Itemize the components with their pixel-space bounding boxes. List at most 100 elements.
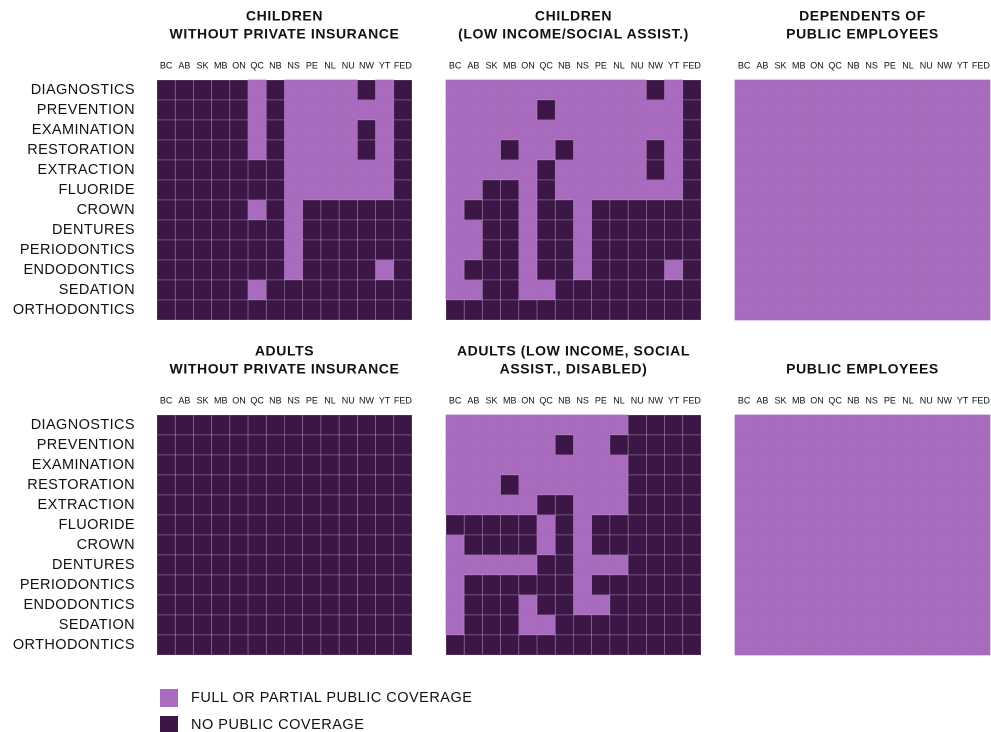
cell bbox=[211, 634, 231, 656]
cell bbox=[302, 594, 322, 616]
cell bbox=[935, 239, 954, 261]
column-label: AB bbox=[756, 60, 768, 70]
cell bbox=[752, 79, 772, 101]
cell bbox=[627, 179, 647, 201]
cell bbox=[898, 554, 918, 576]
cell bbox=[174, 259, 194, 281]
cell bbox=[935, 434, 954, 456]
cell bbox=[265, 279, 285, 301]
cell bbox=[734, 474, 754, 496]
column-label: AB bbox=[178, 395, 190, 405]
cell bbox=[807, 434, 827, 456]
cell bbox=[338, 454, 358, 476]
cell bbox=[500, 259, 520, 281]
cell bbox=[393, 534, 413, 556]
cell bbox=[265, 199, 285, 221]
cell bbox=[554, 434, 574, 456]
panel-title: ADULTS (LOW INCOME, SOCIAL bbox=[457, 343, 690, 359]
cell bbox=[320, 634, 340, 656]
cell bbox=[627, 634, 647, 656]
cell bbox=[302, 494, 322, 516]
cell bbox=[953, 514, 973, 536]
column-label: YT bbox=[379, 60, 391, 70]
cell bbox=[682, 434, 702, 456]
cell bbox=[193, 259, 212, 281]
cell bbox=[265, 159, 285, 181]
cell bbox=[229, 414, 249, 436]
cell bbox=[843, 634, 863, 656]
cell bbox=[482, 474, 501, 496]
cell bbox=[646, 634, 665, 656]
cell bbox=[880, 574, 900, 596]
cell bbox=[174, 474, 194, 496]
cell bbox=[971, 139, 991, 161]
cell bbox=[627, 514, 647, 536]
row-label: CROWN bbox=[77, 202, 135, 218]
cell bbox=[862, 454, 882, 476]
cell bbox=[862, 299, 882, 321]
cell bbox=[174, 179, 194, 201]
cell bbox=[536, 554, 556, 576]
cell bbox=[682, 159, 702, 181]
cell bbox=[247, 574, 267, 596]
cell bbox=[771, 594, 790, 616]
cell bbox=[591, 199, 611, 221]
cell bbox=[734, 199, 754, 221]
cell bbox=[518, 554, 538, 576]
cell bbox=[916, 474, 936, 496]
cell bbox=[898, 434, 918, 456]
cell bbox=[357, 454, 376, 476]
cell bbox=[357, 99, 376, 121]
cell bbox=[463, 494, 483, 516]
cell bbox=[880, 239, 900, 261]
cell bbox=[193, 534, 212, 556]
cell bbox=[247, 159, 267, 181]
cell bbox=[682, 594, 702, 616]
row-label: DENTURES bbox=[52, 557, 135, 573]
cell bbox=[536, 614, 556, 636]
column-label: NS bbox=[287, 60, 300, 70]
cell bbox=[393, 259, 413, 281]
cell bbox=[247, 219, 267, 241]
cell bbox=[789, 219, 809, 241]
cell bbox=[463, 434, 483, 456]
cell bbox=[627, 139, 647, 161]
row-label: ENDODONTICS bbox=[23, 262, 135, 278]
cell bbox=[771, 139, 790, 161]
cell bbox=[500, 514, 520, 536]
cell bbox=[609, 454, 629, 476]
cell bbox=[898, 219, 918, 241]
cell bbox=[500, 454, 520, 476]
cell bbox=[609, 119, 629, 141]
cell bbox=[357, 279, 376, 301]
cell bbox=[953, 634, 973, 656]
cell bbox=[500, 634, 520, 656]
cell bbox=[375, 99, 395, 121]
cell bbox=[771, 614, 790, 636]
cell bbox=[734, 299, 754, 321]
cell bbox=[591, 474, 611, 496]
cell bbox=[393, 454, 413, 476]
cell bbox=[357, 494, 376, 516]
cell bbox=[284, 99, 304, 121]
cell bbox=[862, 99, 882, 121]
cell bbox=[357, 514, 376, 536]
column-label: YT bbox=[379, 395, 391, 405]
cell bbox=[898, 634, 918, 656]
cell bbox=[609, 534, 629, 556]
cell bbox=[518, 534, 538, 556]
cell bbox=[320, 554, 340, 576]
cell bbox=[935, 514, 954, 536]
cell bbox=[193, 179, 212, 201]
row-label: DENTURES bbox=[52, 222, 135, 238]
cell bbox=[302, 119, 322, 141]
column-label: NB bbox=[558, 395, 571, 405]
column-label: SK bbox=[197, 395, 209, 405]
cell bbox=[482, 514, 501, 536]
cell bbox=[554, 219, 574, 241]
cell bbox=[156, 514, 176, 536]
cell bbox=[843, 414, 863, 436]
cell bbox=[916, 259, 936, 281]
panel-title: DEPENDENTS OF bbox=[799, 8, 926, 24]
column-label: MB bbox=[792, 395, 806, 405]
